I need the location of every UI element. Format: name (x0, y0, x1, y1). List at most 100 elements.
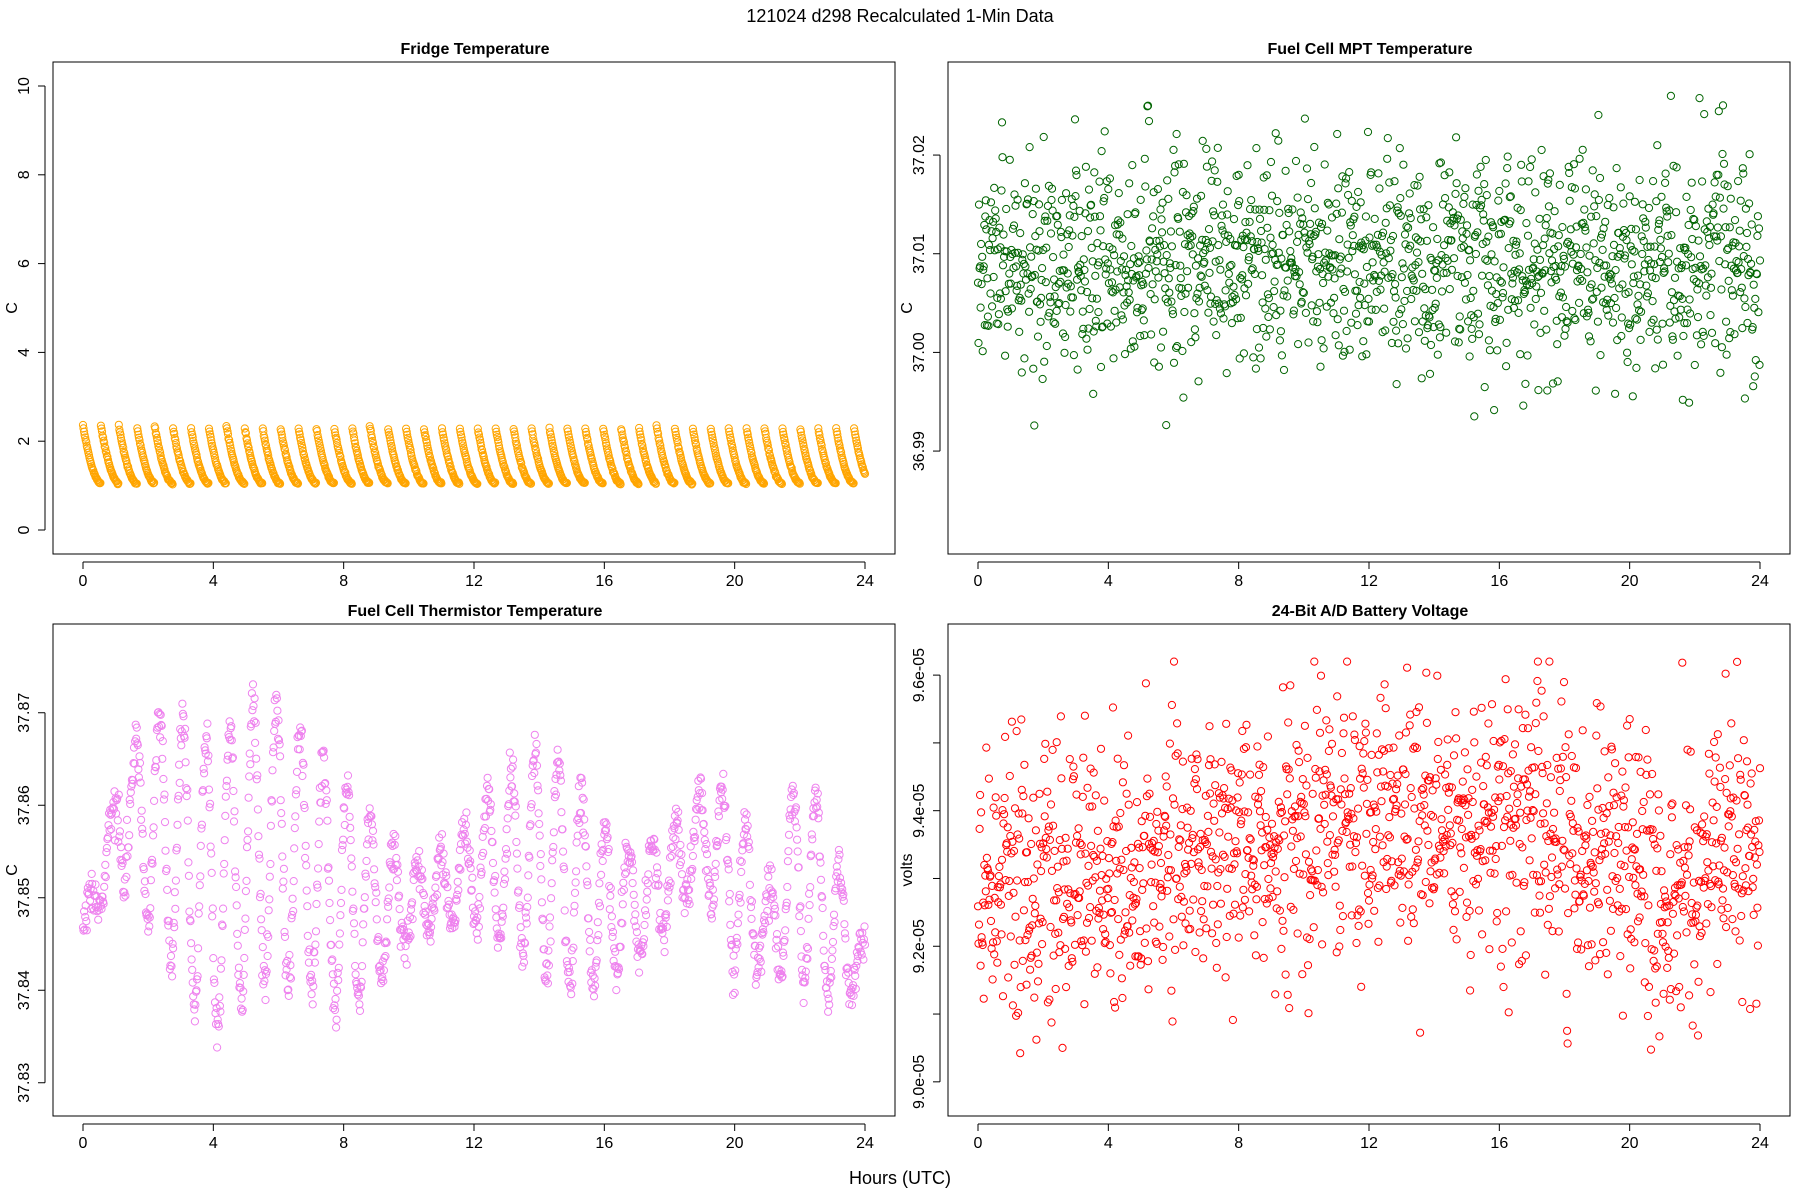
data-point (1395, 144, 1404, 153)
data-point (688, 864, 697, 874)
data-point (1316, 362, 1325, 371)
data-point (1633, 300, 1642, 309)
data-point (1047, 1018, 1056, 1027)
data-point (149, 823, 158, 832)
data-point (1197, 907, 1206, 916)
data-point (1725, 223, 1734, 232)
data-point (1591, 256, 1600, 265)
data-point (1127, 863, 1136, 872)
data-point (1156, 879, 1165, 889)
data-point (581, 842, 591, 851)
data-point (423, 441, 432, 450)
series-points (973, 91, 1765, 430)
data-point (1339, 306, 1349, 315)
data-point (1168, 1017, 1177, 1026)
data-point (1688, 235, 1697, 244)
data-point (1594, 195, 1604, 205)
data-point (1041, 739, 1050, 748)
x-tick-label: 4 (209, 573, 218, 590)
data-point (181, 724, 190, 734)
data-point (82, 917, 91, 926)
data-point (563, 427, 573, 436)
data-point (742, 479, 751, 489)
data-point (1581, 185, 1591, 194)
data-point (1382, 249, 1391, 258)
data-point (1016, 983, 1025, 992)
data-point (1437, 287, 1447, 296)
data-point (1611, 389, 1620, 398)
data-point (1584, 332, 1594, 341)
data-point (422, 438, 431, 447)
data-point (1196, 842, 1205, 852)
data-point (1719, 159, 1729, 168)
data-point (1176, 821, 1185, 830)
data-point (1474, 186, 1483, 195)
data-point (651, 479, 661, 488)
data-point (724, 479, 733, 488)
data-point (1585, 251, 1594, 260)
data-point (1106, 265, 1115, 274)
data-point (638, 441, 647, 450)
data-point (627, 852, 636, 861)
data-point (1305, 240, 1314, 249)
data-point (1106, 908, 1116, 917)
data-point (706, 479, 715, 488)
data-point (1516, 206, 1525, 215)
data-point (276, 796, 285, 805)
data-point (286, 961, 295, 970)
data-point (1288, 205, 1297, 214)
data-point (1687, 253, 1696, 262)
data-point (172, 843, 181, 852)
data-point (1435, 159, 1444, 168)
data-point (1185, 229, 1194, 238)
data-point (1245, 217, 1254, 226)
data-point (809, 804, 818, 813)
data-point (1362, 350, 1371, 359)
data-point (799, 998, 808, 1008)
data-point (1090, 852, 1099, 861)
data-point (990, 950, 999, 959)
data-point (698, 806, 707, 815)
data-point (463, 843, 472, 852)
data-point (204, 751, 213, 760)
data-point (512, 849, 522, 858)
data-point (1740, 394, 1750, 403)
data-point (1556, 267, 1565, 276)
data-point (1020, 179, 1030, 188)
data-point (831, 479, 840, 488)
data-point (1054, 928, 1063, 937)
data-point (1383, 134, 1392, 143)
data-point (1068, 293, 1078, 302)
data-point (1575, 154, 1584, 163)
data-point (1106, 969, 1115, 978)
data-point (1083, 783, 1092, 792)
data-point (1077, 841, 1086, 850)
data-point (815, 430, 824, 439)
data-point (1523, 351, 1532, 360)
data-point (1026, 965, 1035, 974)
data-point (1388, 270, 1397, 279)
data-point (1470, 412, 1479, 421)
data-point (1365, 233, 1374, 242)
data-point (345, 791, 354, 800)
data-point (280, 927, 289, 937)
data-point (673, 816, 682, 825)
data-point (570, 901, 579, 910)
data-point (1596, 351, 1605, 360)
data-point (1751, 294, 1760, 303)
data-point (1013, 830, 1022, 839)
data-point (230, 807, 239, 816)
data-point (686, 866, 695, 875)
data-point (1480, 180, 1489, 189)
data-point (682, 881, 691, 890)
data-point (759, 479, 769, 488)
data-point (1227, 864, 1237, 874)
data-point (1213, 177, 1222, 186)
data-point (135, 758, 145, 768)
data-point (368, 826, 378, 836)
data-point (1615, 244, 1624, 253)
data-point (511, 811, 520, 820)
data-point (593, 918, 602, 927)
data-point (985, 246, 995, 255)
data-point (220, 859, 229, 869)
